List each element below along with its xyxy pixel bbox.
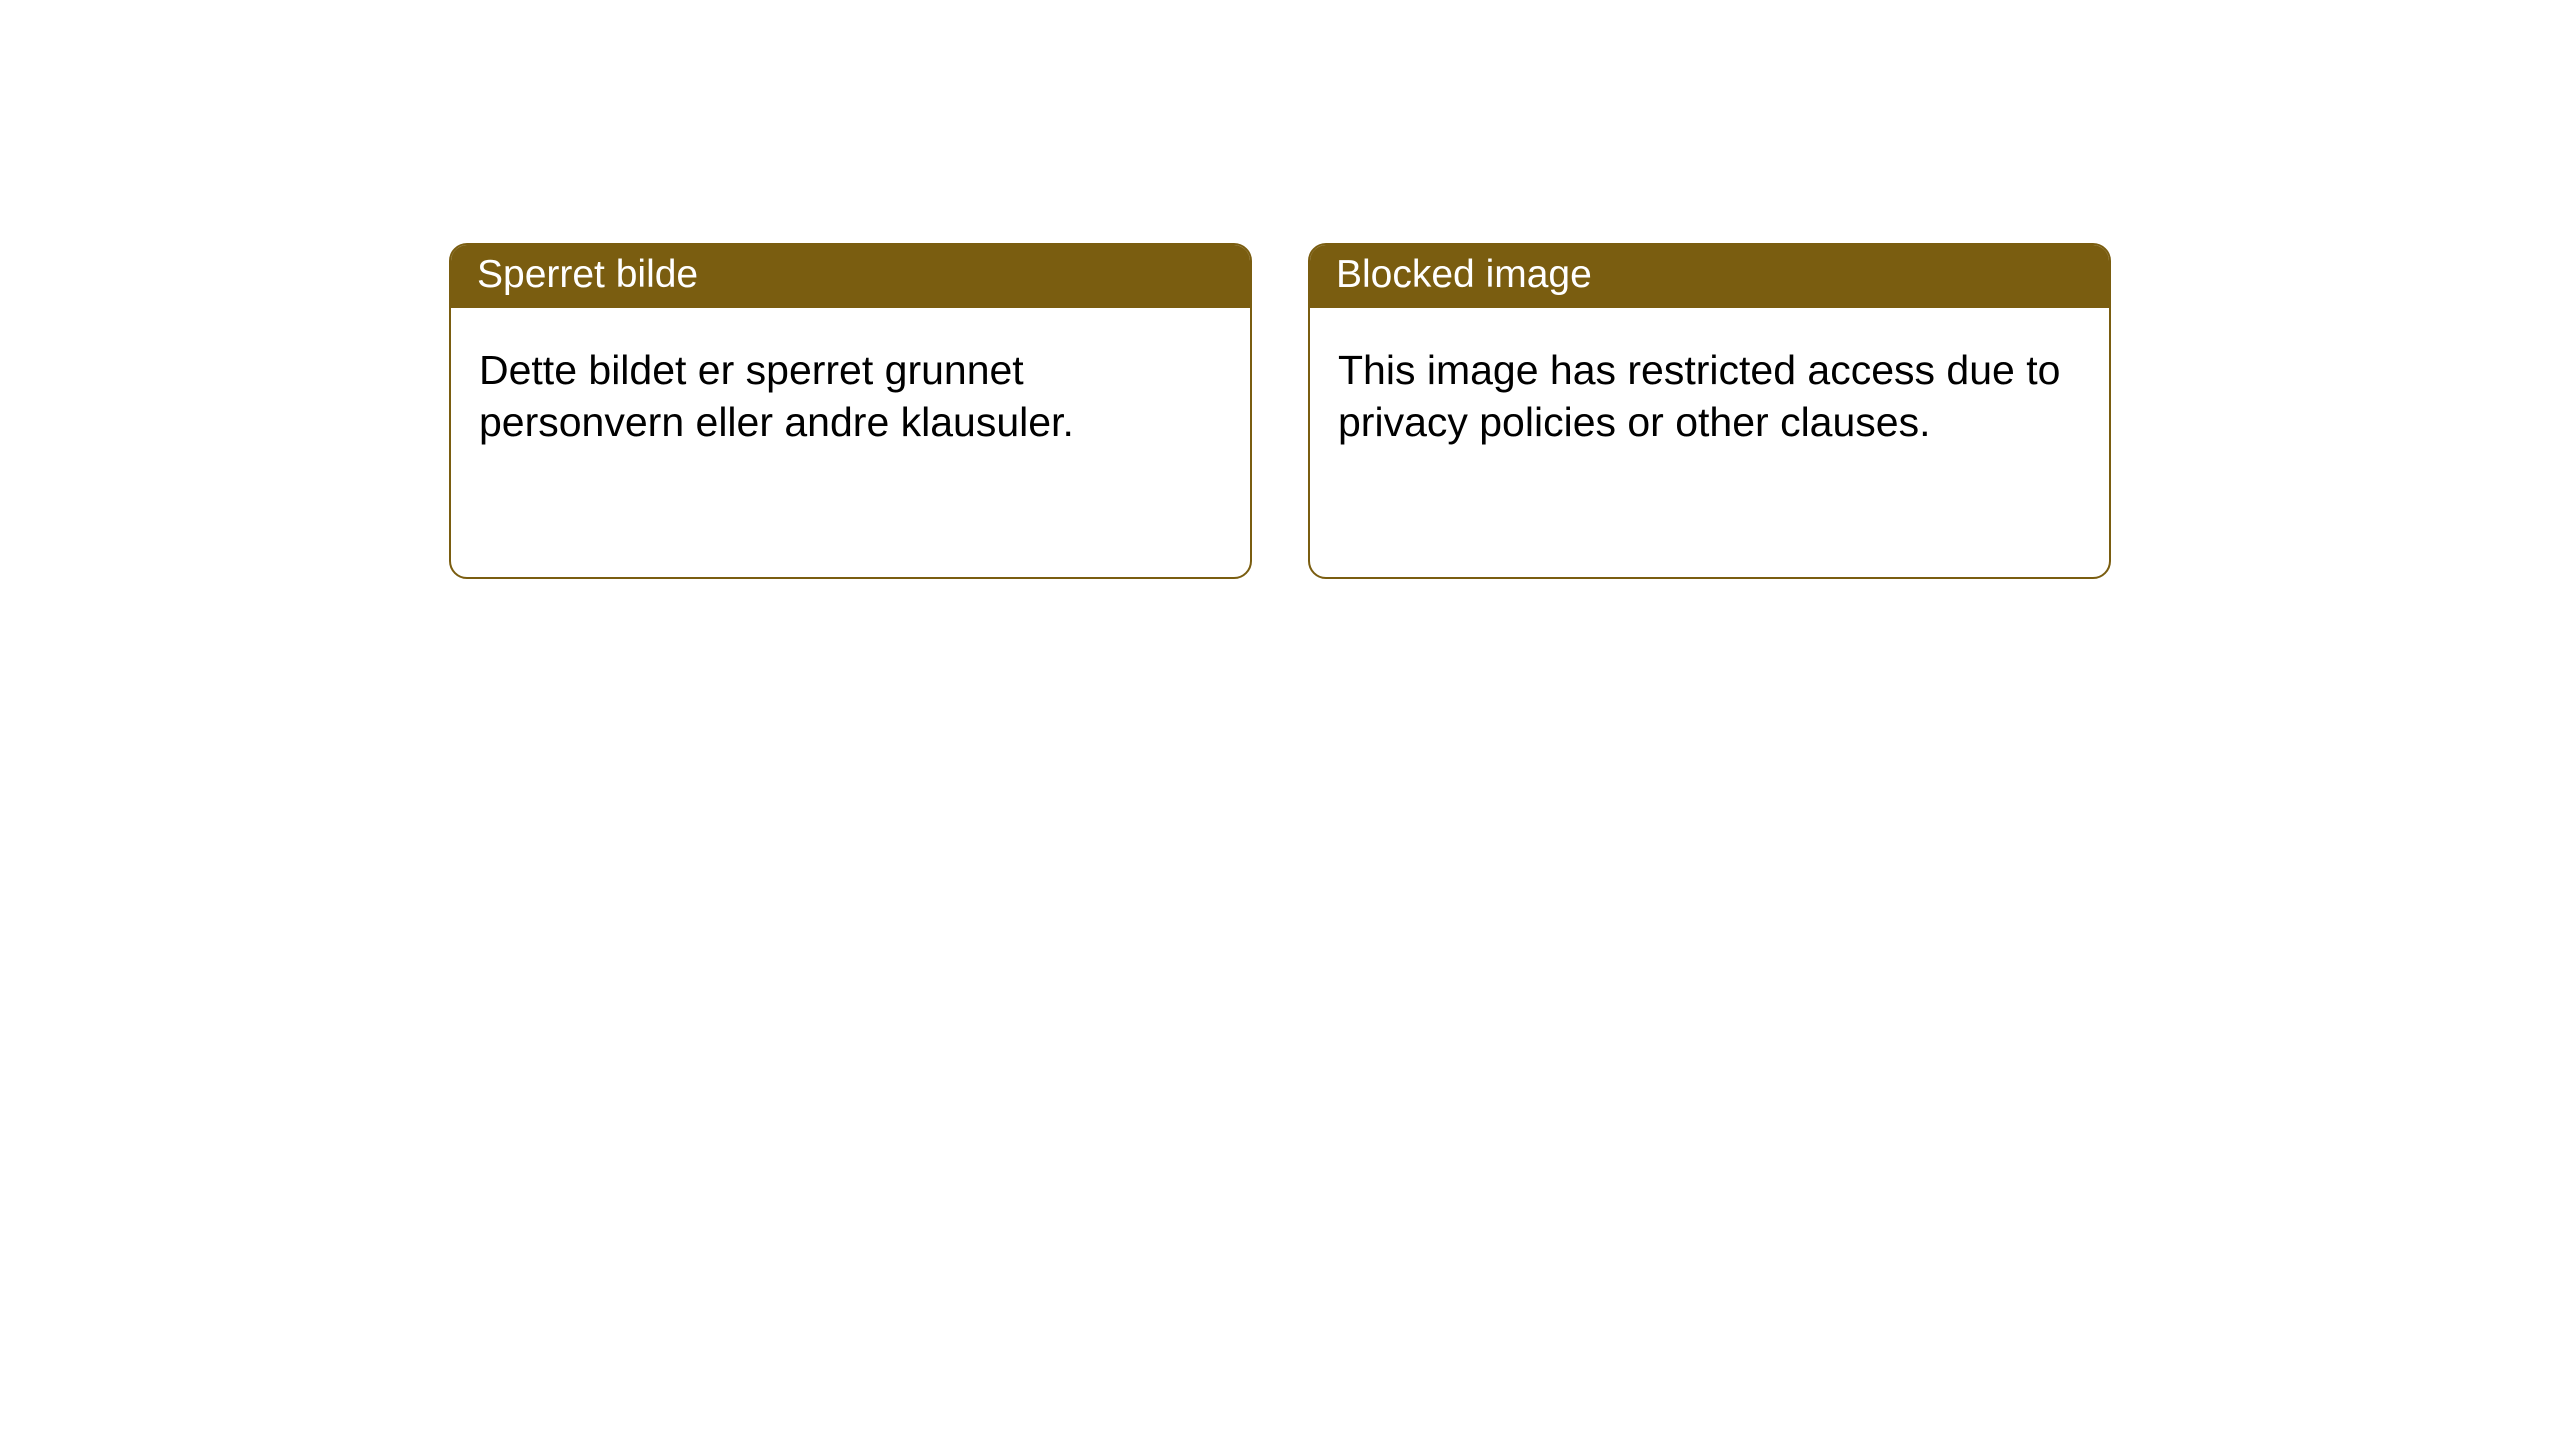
- notice-card-header: Sperret bilde: [451, 245, 1250, 308]
- notice-card-norwegian: Sperret bilde Dette bildet er sperret gr…: [449, 243, 1252, 579]
- notice-card-text: This image has restricted access due to …: [1338, 347, 2060, 445]
- notice-container: Sperret bilde Dette bildet er sperret gr…: [0, 0, 2560, 579]
- notice-card-body: This image has restricted access due to …: [1310, 308, 2109, 476]
- notice-card-header: Blocked image: [1310, 245, 2109, 308]
- notice-card-body: Dette bildet er sperret grunnet personve…: [451, 308, 1250, 476]
- notice-card-text: Dette bildet er sperret grunnet personve…: [479, 347, 1074, 445]
- notice-card-title: Sperret bilde: [477, 253, 698, 296]
- notice-card-english: Blocked image This image has restricted …: [1308, 243, 2111, 579]
- notice-card-title: Blocked image: [1336, 253, 1592, 296]
